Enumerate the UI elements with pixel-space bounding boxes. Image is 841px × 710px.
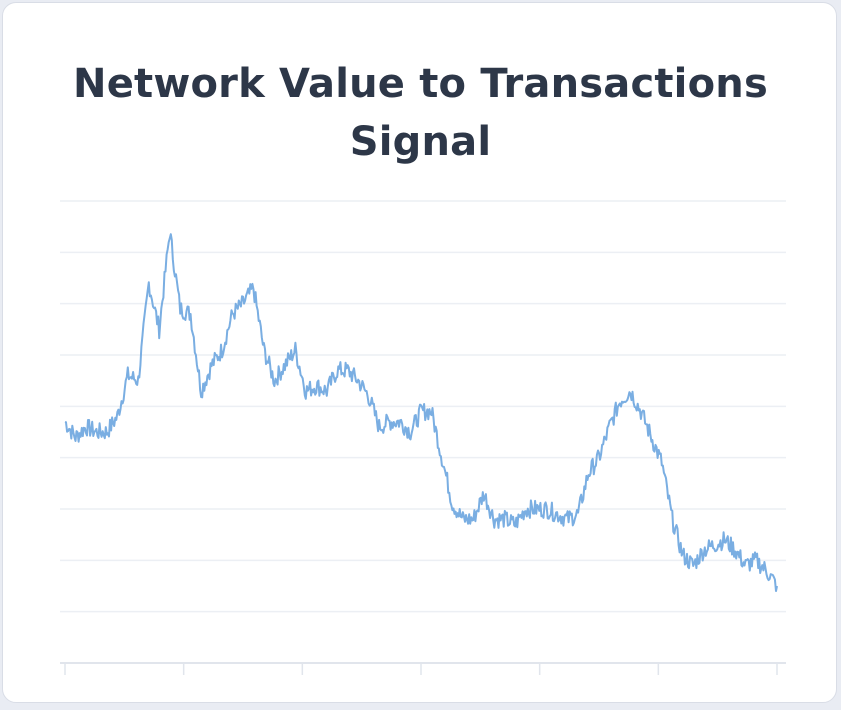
grid-lines bbox=[60, 200, 786, 613]
line-chart bbox=[60, 200, 786, 675]
series-layer bbox=[64, 233, 778, 592]
series-line bbox=[64, 233, 778, 592]
x-axis bbox=[60, 662, 786, 675]
chart-title: Network Value to Transactions Signal bbox=[73, 61, 768, 165]
